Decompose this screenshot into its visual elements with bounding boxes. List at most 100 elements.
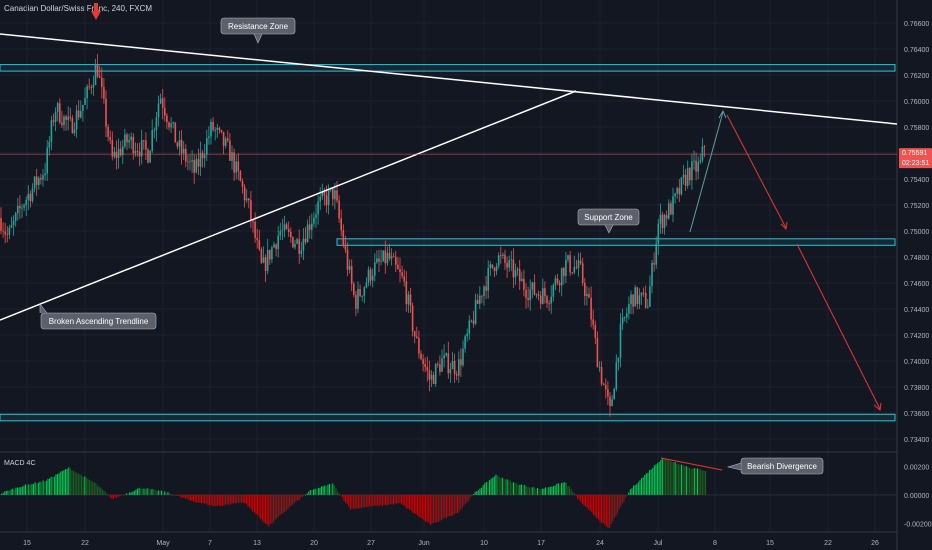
candle-body [52, 120, 55, 122]
macd-bar [594, 494, 596, 517]
macd-bar [268, 494, 270, 527]
candle-body [86, 86, 88, 99]
macd-bar [194, 494, 196, 502]
candle-body [27, 193, 30, 200]
candle-body [323, 191, 326, 196]
macd-bar [53, 476, 55, 495]
macd-bar [485, 481, 487, 495]
candle-body [514, 270, 517, 278]
candle-body [296, 239, 298, 244]
macd-bar [505, 479, 507, 495]
candle-body [649, 286, 651, 307]
resistance-callout-label: Resistance Zone [228, 22, 289, 31]
candle-body [149, 150, 151, 163]
candle-body [275, 244, 277, 249]
macd-bar [693, 468, 695, 495]
candle-body [59, 103, 61, 123]
macd-bar [84, 476, 86, 495]
candle-body [231, 152, 233, 161]
price-tick-7: 0.75200 [904, 203, 929, 210]
candle-body [92, 84, 95, 88]
macd-bar [468, 494, 470, 501]
macd-bar [393, 494, 395, 505]
macd-bar [509, 480, 511, 495]
candle-body [386, 252, 389, 264]
macd-bar [137, 488, 139, 495]
candle-body [495, 265, 498, 271]
macd-bar [431, 494, 433, 524]
sell-signal-arrow [91, 11, 101, 20]
macd-bar [476, 491, 478, 495]
macd-bar [623, 494, 625, 502]
candle-body [529, 289, 531, 301]
macd-bar [274, 494, 276, 520]
macd-bar [245, 494, 247, 505]
macd-bar [36, 483, 38, 495]
macd-bar [365, 494, 367, 507]
macd-bar [418, 494, 420, 518]
candle-body [82, 104, 84, 111]
candle-body [168, 122, 170, 128]
macd-bar [5, 491, 7, 495]
macd-bar [351, 494, 353, 509]
macd-bar [354, 494, 356, 510]
macd-bar [695, 468, 697, 495]
macd-bar [300, 494, 302, 498]
macd-bar [596, 494, 598, 519]
macd-bar [201, 494, 203, 504]
candle-body [487, 267, 489, 291]
candle-body [61, 122, 63, 126]
macd-bar [108, 494, 110, 496]
candle-body [701, 146, 704, 161]
macd-bar [453, 494, 455, 515]
candle-body [245, 198, 248, 201]
macd-bar [519, 484, 521, 495]
macd-bar [525, 486, 527, 495]
macd-bar [100, 487, 102, 495]
candle-body [348, 266, 351, 270]
candle-body [44, 173, 46, 176]
macd-bar [287, 494, 289, 510]
price-tick-12: 0.74200 [904, 333, 929, 340]
candle-body [533, 282, 536, 295]
candle-body [388, 252, 391, 259]
macd-bar [529, 487, 531, 495]
candle-body [119, 148, 122, 156]
macd-bar [21, 486, 23, 495]
macd-bar [220, 494, 222, 506]
macd-bar [101, 489, 103, 495]
candle-body [592, 319, 594, 325]
macd-bar [162, 492, 164, 495]
macd-bar [188, 494, 190, 500]
macd-bar [567, 486, 569, 495]
macd-bar [18, 487, 20, 495]
candle-body [140, 140, 143, 157]
candle-body [577, 260, 580, 269]
macd-bar [441, 494, 443, 521]
macd-bar [407, 494, 409, 509]
candle-body [292, 237, 294, 248]
macd-bar [285, 494, 287, 511]
macd-bar [636, 483, 638, 495]
macd-bar [71, 470, 73, 495]
divergence-line [660, 457, 723, 471]
candle-body [395, 256, 397, 265]
macd-bar [665, 458, 667, 495]
candle-body [644, 293, 647, 308]
candle-body [619, 323, 622, 358]
macd-bar [44, 481, 46, 495]
macd-bar [401, 494, 403, 504]
macd-bar [140, 488, 142, 495]
candle-body [283, 224, 286, 231]
macd-bar [7, 490, 9, 495]
candle-body [680, 177, 683, 195]
macd-bar [423, 494, 425, 521]
macd-bar [183, 494, 185, 498]
candle-body [197, 159, 200, 167]
candle-body [497, 255, 500, 266]
time-tick-12: 8 [713, 540, 717, 547]
macd-bar [281, 494, 283, 514]
candle-body [353, 283, 355, 295]
macd-bar [167, 492, 169, 495]
